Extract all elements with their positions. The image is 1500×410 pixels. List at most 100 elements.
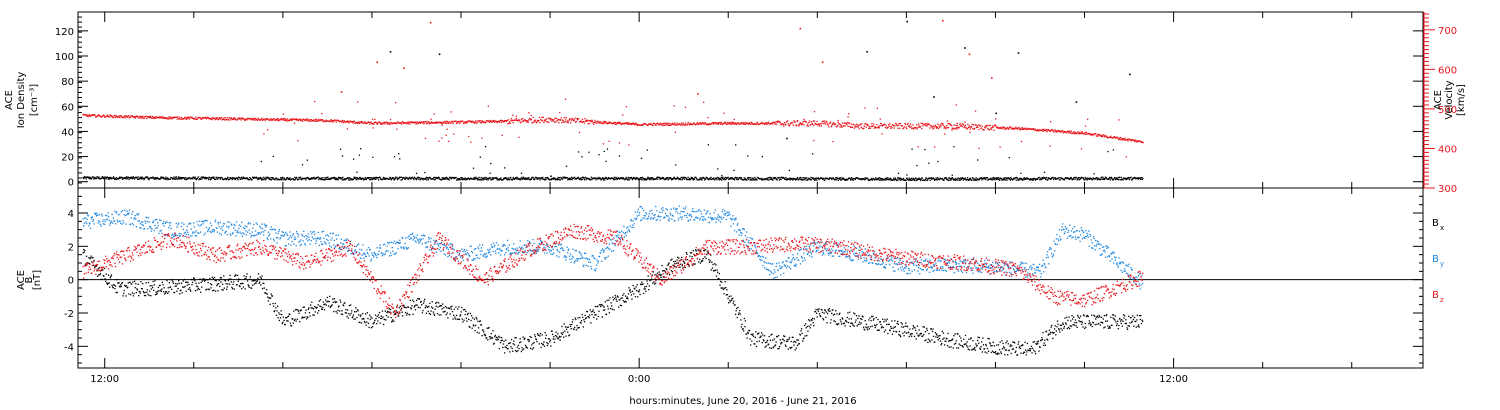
velocity-point [475, 120, 477, 122]
b-component-point-0 [213, 276, 216, 279]
density-point [529, 179, 532, 181]
b-component-point-0 [297, 310, 300, 312]
density-point [709, 177, 711, 179]
density-point [96, 176, 99, 178]
density-point [460, 177, 462, 179]
b-component-point-0 [558, 336, 560, 339]
b-component-point-0 [326, 296, 329, 299]
density-point [714, 178, 716, 181]
velocity-point [719, 123, 721, 125]
velocity-point [283, 119, 286, 121]
density-point [140, 178, 142, 180]
b-component-point-0 [308, 307, 310, 309]
density-point [847, 179, 849, 181]
density-point [348, 179, 350, 181]
b-component-point-0 [522, 336, 524, 338]
density-point [458, 179, 460, 181]
density-point [205, 178, 207, 180]
velocity-point [536, 119, 539, 122]
velocity-point [712, 123, 715, 125]
b-component-point-0 [150, 295, 152, 297]
density-point [208, 178, 210, 181]
velocity-point [574, 117, 576, 119]
density-point [966, 178, 968, 181]
density-point [1032, 179, 1034, 181]
velocity-point [172, 117, 175, 119]
b-component-point-0 [116, 279, 118, 281]
density-point [917, 178, 920, 181]
b-component-point-0 [319, 299, 322, 301]
b-component-point-0 [527, 338, 529, 341]
density-scatter [1043, 171, 1046, 174]
b-component-point-0 [304, 312, 307, 314]
b-component-point-0 [259, 276, 261, 278]
velocity-scatter [352, 121, 354, 123]
density-point [767, 177, 769, 179]
velocity-point [447, 122, 450, 125]
density-point [715, 177, 718, 179]
density-point [1060, 177, 1062, 179]
density-point [767, 179, 769, 181]
velocity-point [406, 122, 408, 125]
density-point [583, 179, 586, 181]
velocity-point [1063, 130, 1065, 133]
b-component-point-0 [436, 301, 438, 304]
velocity-point [169, 117, 172, 119]
velocity-point [382, 122, 385, 124]
b-component-point-0 [499, 336, 501, 339]
density-point [148, 178, 151, 180]
velocity-point [131, 115, 134, 117]
density-point [131, 178, 133, 180]
b-component-point-0 [484, 333, 486, 335]
velocity-point [868, 125, 870, 128]
density-point [625, 176, 627, 179]
velocity-point [748, 122, 751, 124]
density-point [231, 178, 233, 181]
density-point [761, 178, 764, 181]
b-component-point-0 [465, 317, 468, 319]
density-point [1010, 176, 1012, 179]
density-point [765, 178, 767, 181]
velocity-point [1027, 127, 1029, 129]
b-component-point-0 [172, 281, 174, 283]
density-velocity-points [82, 19, 1144, 182]
density-point [601, 177, 604, 179]
b-component-point-0 [512, 350, 514, 352]
b-component-point-0 [318, 309, 320, 312]
velocity-point [500, 121, 503, 123]
density-point [813, 178, 815, 180]
density-point [727, 176, 729, 179]
density-point [130, 177, 132, 180]
density-point [886, 178, 889, 181]
velocity-point [386, 123, 389, 125]
velocity-point [542, 116, 544, 119]
velocity-point [970, 125, 973, 128]
density-point [1077, 178, 1079, 180]
density-point [913, 178, 915, 181]
velocity-point [838, 123, 841, 125]
velocity-point [1098, 134, 1100, 136]
density-point [458, 177, 460, 180]
density-point [984, 177, 986, 179]
velocity-point [985, 125, 987, 127]
velocity-point [869, 127, 872, 129]
b-component-point-0 [580, 320, 583, 322]
b-component-point-0 [234, 275, 236, 277]
density-point [907, 178, 909, 181]
velocity-point [884, 123, 886, 125]
velocity-point [857, 126, 859, 128]
b-component-point-0 [244, 288, 246, 290]
density-point [739, 177, 742, 179]
b-component-point-0 [420, 300, 422, 303]
density-point [1111, 177, 1113, 179]
density-point [580, 179, 582, 181]
density-point [557, 179, 559, 181]
velocity-point [1022, 127, 1025, 130]
velocity-point [841, 122, 844, 124]
density-point [887, 177, 889, 179]
velocity-point [920, 122, 922, 125]
velocity-point [143, 117, 145, 120]
b-component-point-0 [413, 300, 415, 303]
density-point [279, 178, 281, 180]
